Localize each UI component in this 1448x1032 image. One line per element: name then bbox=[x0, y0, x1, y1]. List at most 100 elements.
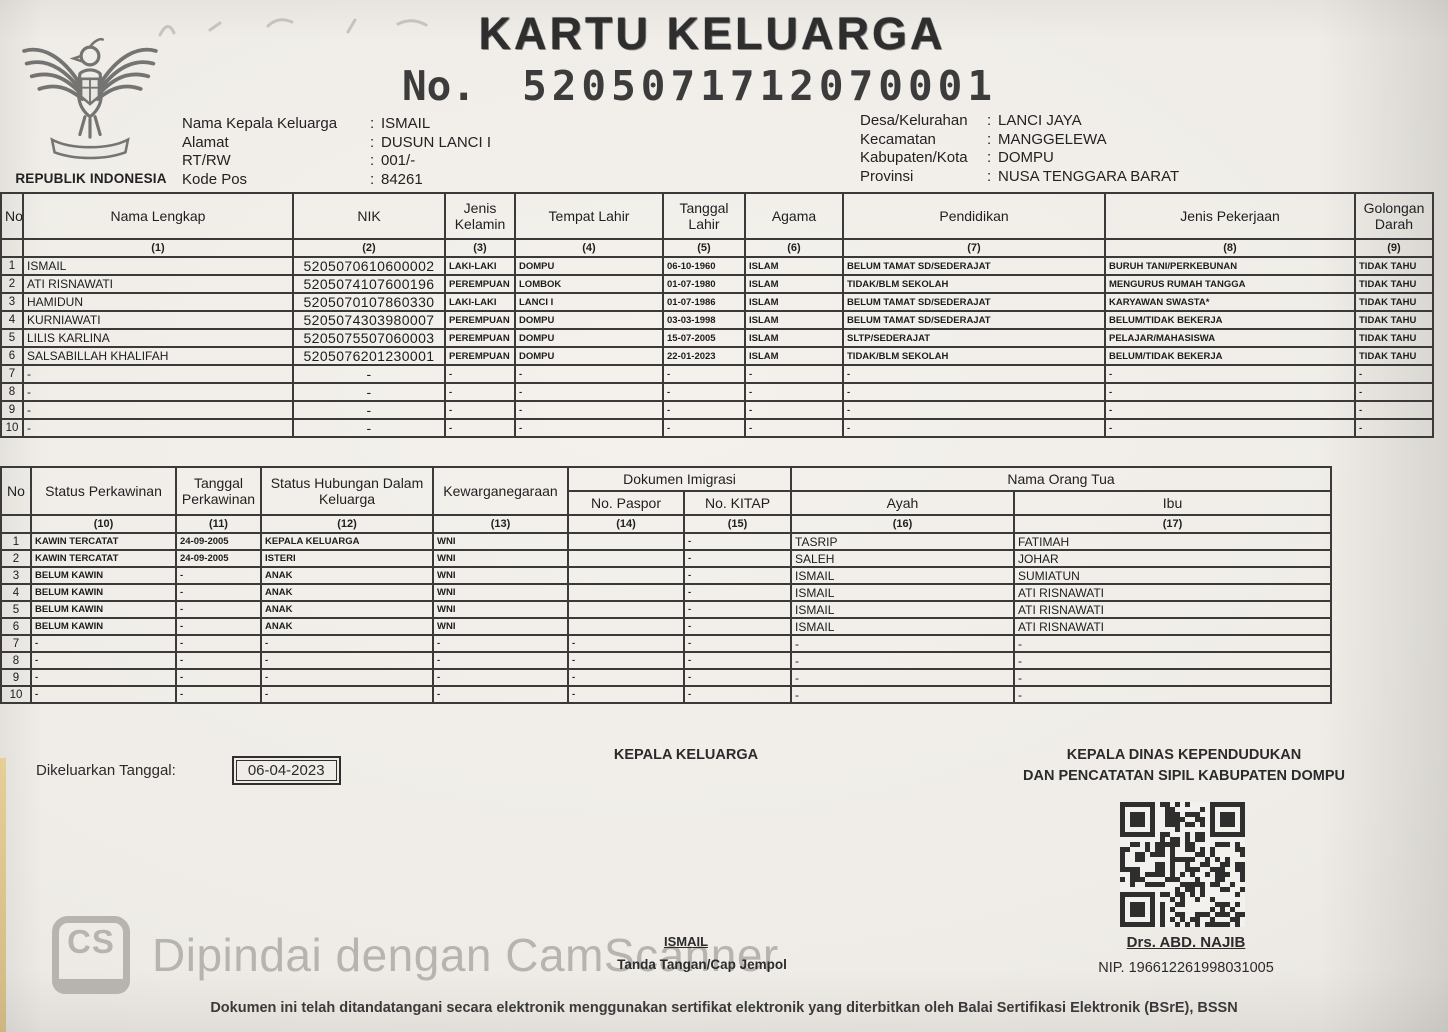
table-cell: - bbox=[682, 566, 793, 585]
document-number-label: No. bbox=[402, 62, 477, 110]
table-cell: - bbox=[790, 685, 1016, 704]
table-cell: ISMAIL bbox=[790, 566, 1016, 585]
table-cell: - bbox=[175, 634, 262, 653]
col-header-no-paspor: No. Paspor bbox=[567, 490, 685, 516]
col-number: (11) bbox=[175, 514, 262, 534]
table-cell: ISMAIL bbox=[22, 256, 294, 276]
table-cell: - bbox=[1013, 685, 1333, 704]
field-value: MANGGELEWA bbox=[998, 130, 1107, 148]
table-row: 9--------- bbox=[0, 400, 1434, 420]
field-label: RT/RW bbox=[182, 152, 231, 169]
table-cell: LANCI I bbox=[514, 292, 664, 312]
table-cell: MENGURUS RUMAH TANGGA bbox=[1104, 274, 1356, 294]
table-cell: 9 bbox=[0, 668, 32, 687]
table-cell: - bbox=[260, 685, 434, 704]
table-cell: - bbox=[682, 617, 793, 636]
table-cell: 5205074107600196 bbox=[292, 274, 446, 294]
table-cell: - bbox=[1354, 400, 1434, 420]
field-colon: : bbox=[370, 133, 375, 151]
table-cell: WNI bbox=[432, 566, 569, 585]
table-cell: - bbox=[175, 617, 262, 636]
info-row: RT/RW : 001/- bbox=[182, 152, 491, 171]
table-cell bbox=[567, 583, 685, 602]
table-cell: ATI RISNAWATI bbox=[22, 274, 294, 294]
table-cell: ANAK bbox=[260, 617, 434, 636]
table-cell: DOMPU bbox=[514, 328, 664, 348]
col-header-no: No bbox=[0, 192, 24, 240]
table-cell: BELUM KAWIN bbox=[30, 566, 177, 585]
table-cell: WNI bbox=[432, 617, 569, 636]
table-cell: BELUM TAMAT SD/SEDERAJAT bbox=[842, 292, 1106, 312]
table-row: 5 BELUM KAWIN - ANAK WNI - ISMAIL ATI RISNAWATI bbox=[0, 600, 1333, 619]
table-cell: - bbox=[567, 634, 685, 653]
table-cell: TIDAK TAHU bbox=[1354, 274, 1434, 294]
table-cell: PEREMPUAN bbox=[444, 346, 516, 366]
table-cell: ISLAM bbox=[744, 274, 844, 294]
camscanner-logo-text: CS bbox=[67, 923, 115, 960]
table-cell: 4 bbox=[0, 583, 32, 602]
table-cell: TIDAK/BLM SEKOLAH bbox=[842, 274, 1106, 294]
table-cell: KAWIN TERCATAT bbox=[30, 549, 177, 568]
signature-caption: Tanda Tangan/Cap Jempol bbox=[617, 957, 787, 972]
table-cell: KEPALA KELUARGA bbox=[260, 532, 434, 551]
registrar-nip: NIP. 196612261998031005 bbox=[1098, 960, 1274, 976]
col-number: (6) bbox=[744, 238, 844, 258]
col-number: (10) bbox=[30, 514, 177, 534]
table-cell: 5205070107860330 bbox=[292, 292, 446, 312]
table-cell: - bbox=[682, 668, 793, 687]
table-cell: 03-03-1998 bbox=[662, 310, 746, 330]
table-cell bbox=[567, 566, 685, 585]
registrar-sign-title: KEPALA DINAS KEPENDUDUKAN DAN PENCATATAN… bbox=[974, 745, 1394, 787]
table-cell: 9 bbox=[0, 400, 24, 420]
document-number: No. 5205071712070001 bbox=[402, 62, 997, 110]
table-cell: SUMIATUN bbox=[1013, 566, 1333, 585]
table-cell: - bbox=[662, 418, 746, 438]
info-row: Nama Kepala Keluarga : ISMAIL bbox=[182, 115, 491, 134]
field-value: DUSUN LANCI I bbox=[381, 133, 492, 151]
table-cell: - bbox=[744, 364, 844, 384]
info-row: Desa/Kelurahan : LANCI JAYA bbox=[860, 112, 1179, 131]
table-cell: - bbox=[175, 583, 262, 602]
document-number-value: 5205071712070001 bbox=[522, 62, 998, 110]
field-label: Nama Kepala Keluarga bbox=[182, 115, 338, 132]
col-header-nama-lengkap: Nama Lengkap bbox=[22, 192, 294, 240]
table-cell: - bbox=[682, 600, 793, 619]
field-label: Kode Pos bbox=[182, 170, 248, 188]
table-cell: WNI bbox=[432, 600, 569, 619]
table-cell: JOHAR bbox=[1013, 549, 1333, 568]
table-row: 1 ISMAIL 5205070610600002 LAKI-LAKI DOMPU 06-… bbox=[0, 256, 1434, 276]
table-cell: - bbox=[682, 532, 793, 551]
table-cell: - bbox=[1354, 364, 1434, 384]
table-cell: TASRIP bbox=[790, 532, 1016, 551]
col-number: (1) bbox=[22, 238, 294, 258]
info-row: Kode Pos : 84261 bbox=[182, 171, 491, 190]
table-cell: - bbox=[292, 364, 446, 384]
table-cell: - bbox=[432, 634, 569, 653]
table-cell: - bbox=[514, 364, 664, 384]
table-cell bbox=[567, 617, 685, 636]
table-cell: - bbox=[22, 418, 294, 438]
table-cell: - bbox=[790, 668, 1016, 687]
table-cell: - bbox=[22, 382, 294, 402]
marital-parents-table: No Status Perkawinan Tanggal Perkawinan … bbox=[0, 466, 1333, 704]
table-cell: 10 bbox=[0, 418, 24, 438]
table-cell: - bbox=[260, 668, 434, 687]
table-cell: - bbox=[842, 364, 1106, 384]
table-cell: TIDAK TAHU bbox=[1354, 328, 1434, 348]
table-subheader-row: No. Paspor No. KITAP Ayah Ibu bbox=[1, 490, 1333, 516]
table-cell: - bbox=[682, 549, 793, 568]
info-row: Provinsi : NUSA TENGGARA BARAT bbox=[860, 168, 1179, 187]
col-header-tanggal-perkawinan: Tanggal Perkawinan bbox=[175, 466, 262, 516]
field-colon: : bbox=[987, 112, 992, 129]
table-cell: DOMPU bbox=[514, 256, 664, 276]
table-cell: 4 bbox=[0, 310, 24, 330]
table-cell: - bbox=[790, 651, 1016, 670]
marital-parents-table-section: No Status Perkawinan Tanggal Perkawinan … bbox=[0, 466, 1333, 704]
table-cell: ISMAIL bbox=[790, 617, 1016, 636]
table-cell: WNI bbox=[432, 583, 569, 602]
scan-edge-artifact bbox=[0, 758, 6, 1032]
col-header-agama: Agama bbox=[744, 192, 844, 240]
table-cell: - bbox=[444, 418, 516, 438]
table-cell: ATI RISNAWATI bbox=[1013, 600, 1333, 619]
col-header-no: No bbox=[0, 466, 32, 516]
